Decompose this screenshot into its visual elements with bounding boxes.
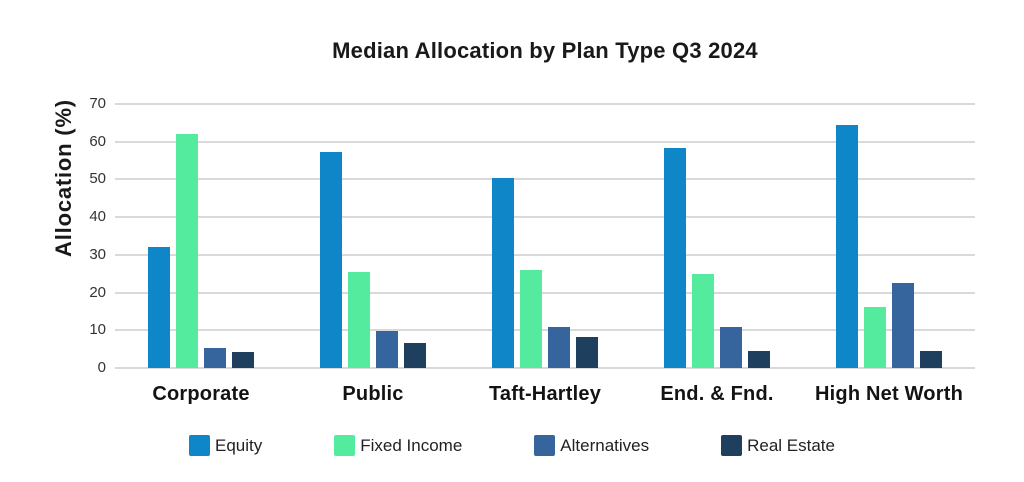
- legend-swatch-equity: [188, 435, 210, 456]
- legend-swatch-real-estate: [721, 435, 743, 456]
- x-axis-labels: Corporate Public Taft-Hartley End. & Fnd. Hi…: [115, 383, 975, 406]
- bar-equity-corporate: [148, 247, 170, 368]
- gridline: [115, 253, 975, 256]
- y-tick-label: 50: [89, 170, 106, 188]
- bar-group-taft-hartley: [459, 104, 631, 368]
- legend-item-real-estate: Real Estate: [721, 435, 835, 456]
- bar-equity-end-fnd: [664, 147, 686, 368]
- bar-real-estate-taft-hartley: [576, 336, 598, 368]
- gridline: [115, 216, 975, 219]
- bar-group-public: [287, 104, 459, 368]
- legend-label-alternatives: Alternatives: [560, 435, 650, 455]
- gridline: [115, 103, 975, 105]
- legend-label-equity: Equity: [214, 435, 263, 455]
- y-tick-label: 70: [89, 95, 106, 112]
- bar-real-estate-high-net-worth: [920, 351, 942, 368]
- bar-equity-high-net-worth: [836, 125, 858, 368]
- y-tick-label: 40: [89, 208, 106, 226]
- bar-alternatives-end-fnd: [720, 327, 742, 368]
- bar-alternatives-high-net-worth: [892, 282, 914, 368]
- bar-fixed-income-taft-hartley: [520, 269, 542, 368]
- legend-swatch-fixed-income: [334, 435, 356, 456]
- bar-groups-layer: [115, 104, 975, 368]
- bar-group-high-net-worth: [803, 104, 975, 368]
- legend-item-alternatives: Alternatives: [534, 435, 649, 456]
- bar-equity-taft-hartley: [492, 177, 514, 368]
- gridline: [115, 140, 975, 143]
- bar-real-estate-end-fnd: [748, 351, 770, 368]
- gridline: [115, 367, 975, 369]
- y-tick-label: 10: [89, 321, 106, 339]
- bar-fixed-income-high-net-worth: [864, 306, 886, 368]
- gridline: [115, 329, 975, 332]
- legend-item-equity: Equity: [188, 435, 263, 456]
- bar-alternatives-corporate: [204, 348, 226, 368]
- gridline: [115, 178, 975, 181]
- legend-label-fixed-income: Fixed Income: [360, 435, 463, 455]
- y-tick-label: 0: [97, 359, 106, 376]
- x-axis-label-public: Public: [342, 383, 404, 405]
- plot-area: 0 10 20 30 40 50 60 70: [89, 95, 975, 376]
- bar-real-estate-corporate: [232, 351, 254, 368]
- x-axis-label-high-net-worth: High Net Worth: [815, 383, 963, 405]
- x-axis-label-taft-hartley: Taft-Hartley: [488, 383, 602, 405]
- bar-fixed-income-public: [348, 272, 370, 368]
- bar-group-corporate: [115, 104, 287, 368]
- bar-alternatives-taft-hartley: [548, 327, 570, 368]
- legend: Equity Fixed Income Alternatives Real Estat…: [0, 435, 1024, 456]
- gridline: [115, 291, 975, 294]
- y-tick-label: 20: [89, 283, 106, 301]
- y-tick-label: 30: [89, 245, 106, 263]
- bar-group-end-fnd: [631, 104, 803, 368]
- legend-label-real-estate: Real Estate: [747, 435, 835, 455]
- x-axis-label-end-fnd: End. & Fnd.: [660, 383, 774, 405]
- bar-equity-public: [320, 151, 342, 368]
- bar-alternatives-public: [376, 331, 398, 368]
- y-tick-label: 60: [89, 132, 106, 150]
- chart-title: Median Allocation by Plan Type Q3 2024: [332, 38, 758, 63]
- bar-fixed-income-end-fnd: [692, 273, 714, 368]
- legend-item-fixed-income: Fixed Income: [334, 435, 462, 456]
- x-axis-label-corporate: Corporate: [152, 383, 250, 405]
- bar-real-estate-public: [404, 343, 426, 368]
- legend-swatch-alternatives: [534, 435, 556, 456]
- bar-fixed-income-corporate: [176, 134, 198, 368]
